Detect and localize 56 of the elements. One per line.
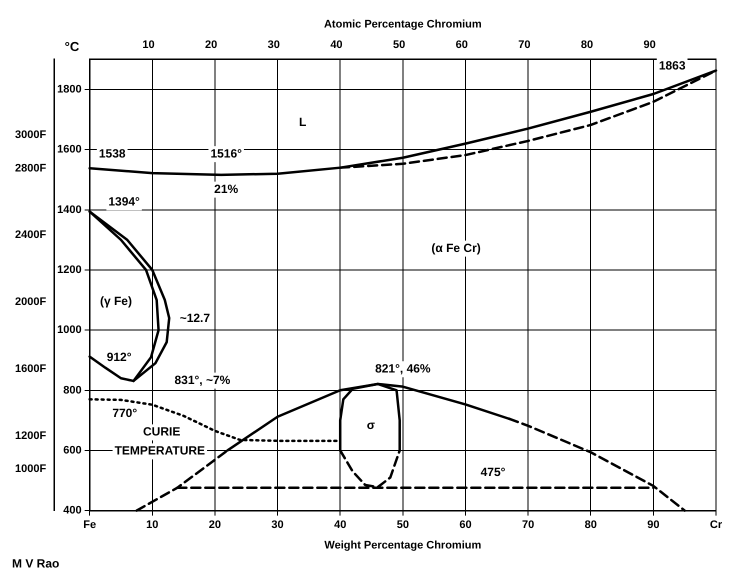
x-axis-title: Weight Percentage Chromium	[324, 539, 482, 552]
annotation: (γ Fe)	[100, 294, 132, 308]
x2-tick-label: 60	[456, 38, 468, 51]
y-tick-label: 1400	[57, 204, 82, 216]
annotation: 821°, 46%	[375, 362, 431, 376]
y-tick-label: 1200	[57, 264, 82, 276]
annotation: 1516°	[210, 146, 242, 160]
annotation: CURIE	[143, 424, 180, 439]
x2-tick-label: 50	[392, 38, 406, 51]
annotation: 475°	[480, 465, 506, 480]
y2-tick-label: 1200F	[14, 430, 46, 442]
x-tick-label: 10	[146, 519, 158, 532]
x-tick-label: 60	[459, 519, 472, 532]
annotation: TEMPERATURE	[114, 444, 206, 458]
annotation: L	[298, 114, 306, 129]
y-tick-label: 1600	[57, 144, 82, 156]
text: M V Rao	[12, 556, 60, 570]
x-tick-label: 90	[647, 519, 660, 532]
y-tick-label: 400	[63, 504, 82, 517]
y-tick-label: 800	[63, 384, 82, 396]
annotation: 1863	[658, 58, 686, 72]
y2-tick-label: 3000F	[14, 128, 46, 141]
x2-tick-label: 10	[142, 38, 155, 51]
x2-tick-label: 70	[518, 38, 530, 51]
x2-tick-label: 80	[580, 38, 594, 51]
x-tick-label: 30	[271, 519, 284, 532]
annotation: 912°	[106, 350, 132, 364]
x2-tick-label: 40	[330, 38, 343, 51]
x2-tick-label: 90	[643, 38, 656, 51]
x2-tick-label: 20	[205, 38, 218, 51]
annotation: 770°	[112, 406, 138, 420]
y2-tick-label: 2800F	[14, 162, 46, 174]
x-tick-label: 80	[584, 519, 597, 532]
annotation: 21%	[214, 182, 239, 196]
y-tick-label: 600	[63, 444, 82, 456]
annotation: 831°, ~7%	[174, 372, 231, 387]
x2-tick-label: 30	[268, 38, 280, 51]
x-tick-label: 20	[208, 519, 222, 532]
annotation: σ	[366, 418, 375, 432]
y-axis-title: °C	[64, 38, 80, 54]
y2-tick-label: 1600F	[14, 362, 46, 375]
y-tick-label: 1800	[57, 84, 82, 96]
annotation: 1394°	[108, 194, 140, 209]
x-tick-label: 70	[522, 519, 534, 532]
annotation: ~12.7	[180, 311, 210, 325]
x-tick-label: 40	[334, 519, 346, 532]
x-tick-label: 50	[396, 519, 409, 532]
y-tick-label: 1000	[57, 324, 82, 336]
y2-tick-label: 1000F	[14, 463, 46, 476]
annotation: (α Fe Cr)	[431, 240, 481, 255]
y2-tick-label: 2400F	[14, 229, 46, 242]
y2-tick-label: 2000F	[14, 296, 46, 308]
annotation: 1538	[98, 146, 126, 160]
x2-axis-title: Atomic Percentage Chromium	[324, 18, 482, 31]
x-tick-label: Cr	[710, 519, 723, 532]
x-tick-label: Fe	[83, 519, 96, 532]
